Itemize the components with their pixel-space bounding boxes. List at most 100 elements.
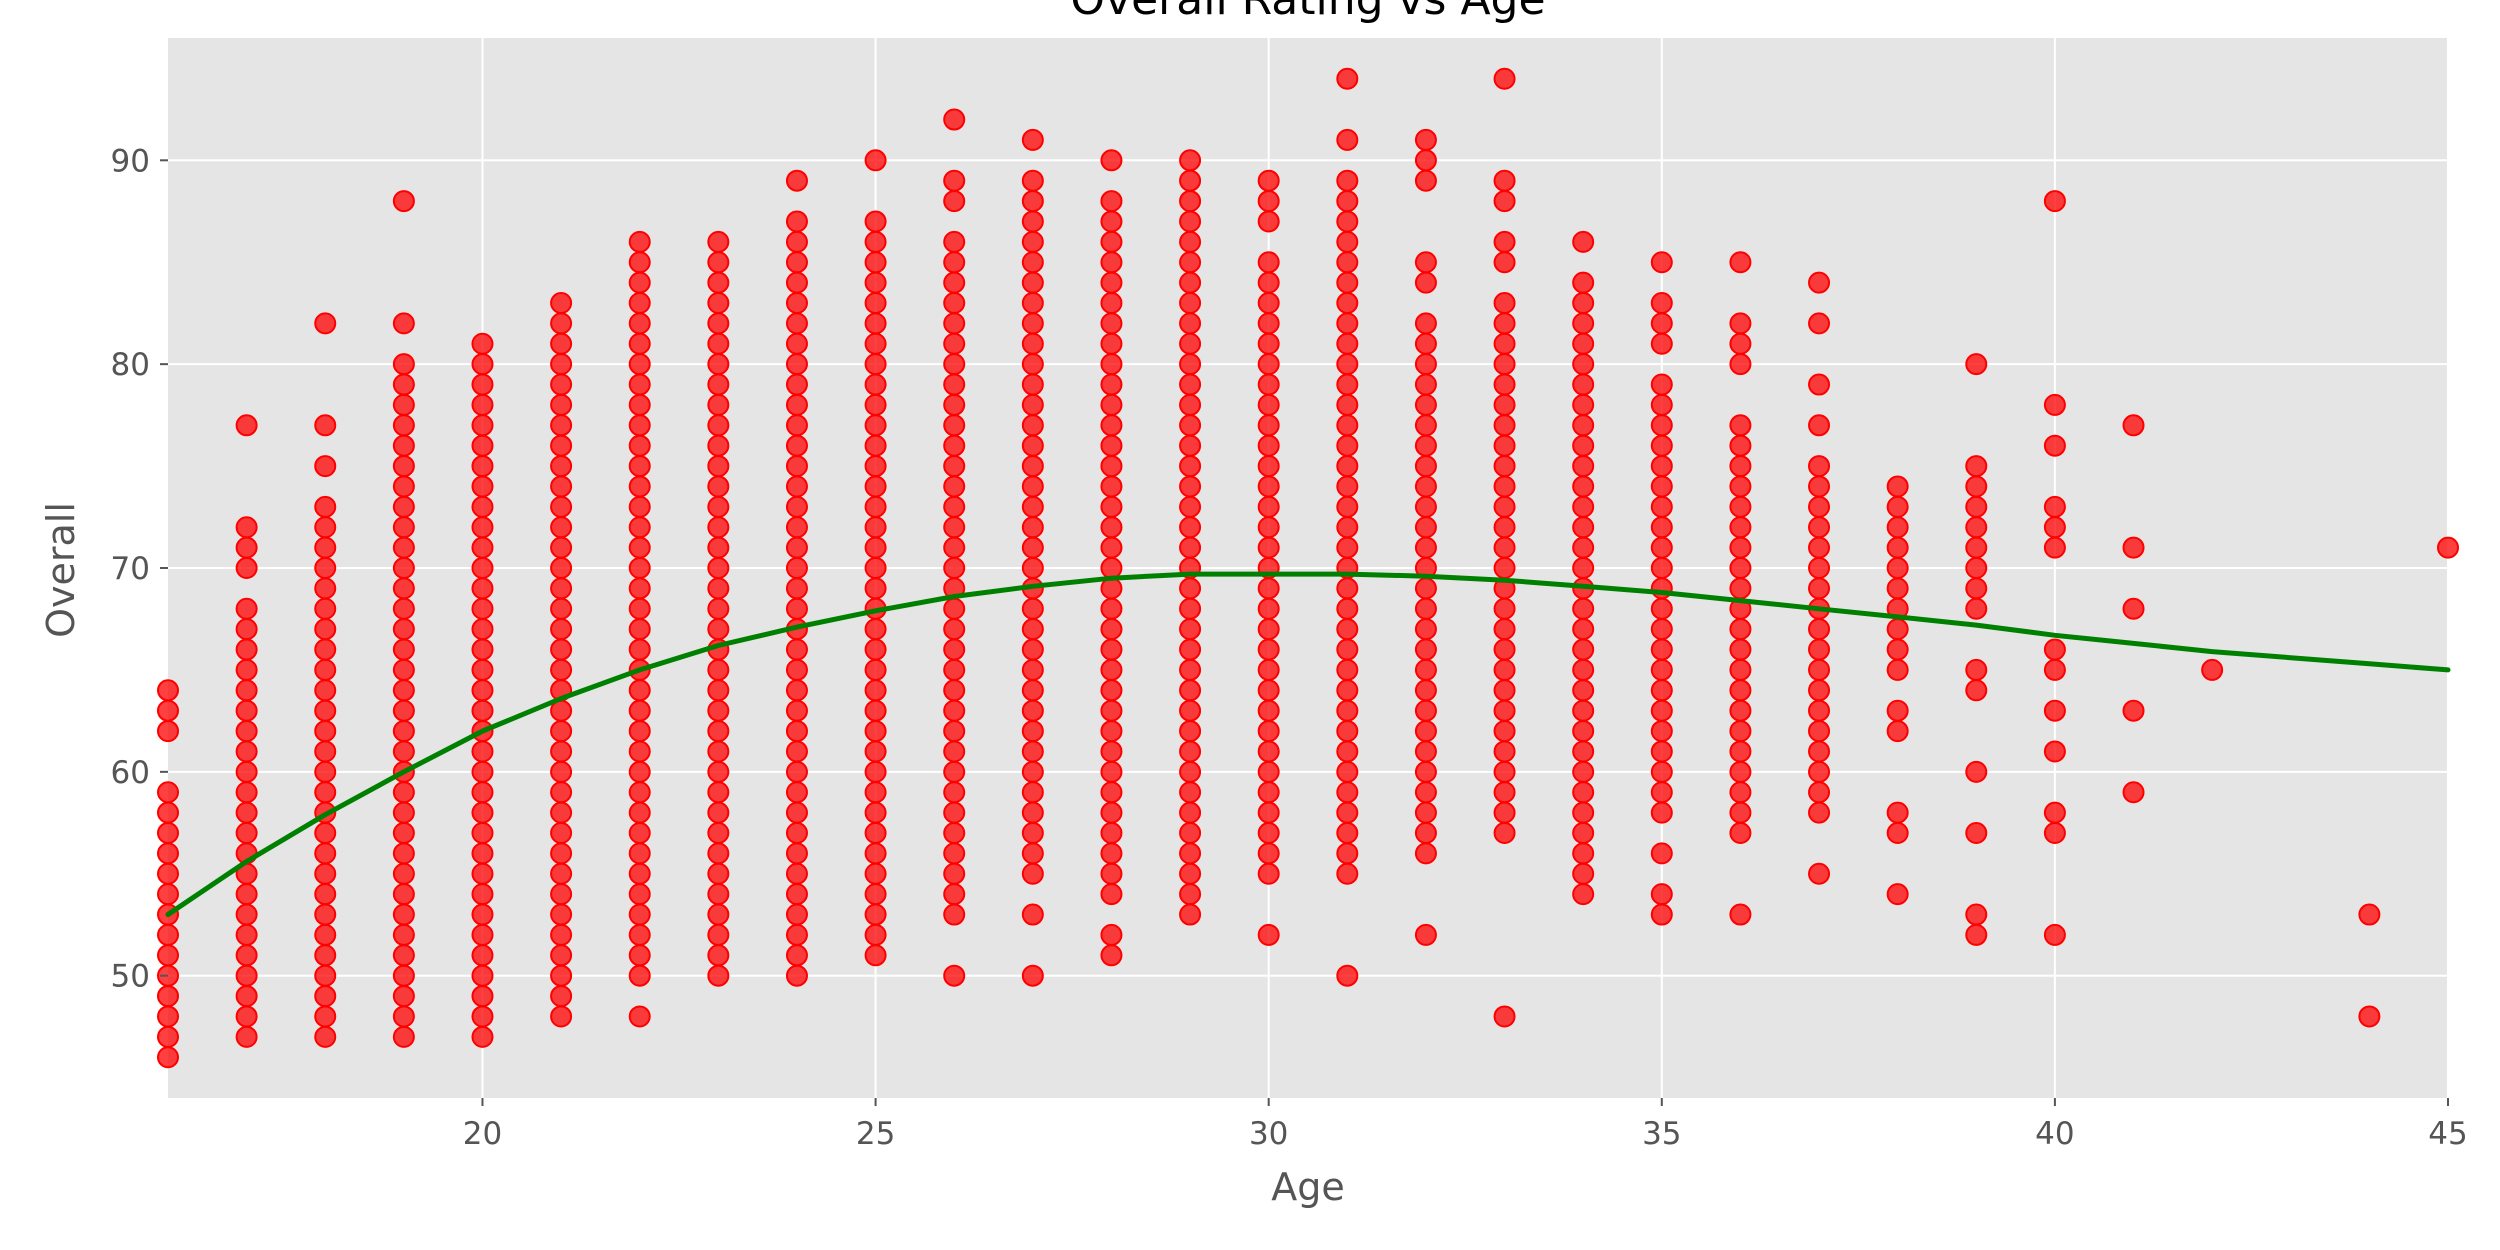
- scatter-point: [314, 903, 337, 926]
- scatter-point: [1886, 475, 1909, 498]
- scatter-point: [943, 883, 966, 906]
- scatter-point: [471, 373, 494, 396]
- scatter-point: [1493, 251, 1516, 274]
- scatter-point: [235, 720, 258, 743]
- scatter-point: [628, 740, 651, 763]
- scatter-point: [864, 414, 887, 437]
- scatter-point: [392, 801, 415, 824]
- scatter-point: [1886, 618, 1909, 641]
- scatter-point: [943, 658, 966, 681]
- scatter-point: [785, 760, 808, 783]
- scatter-point: [314, 679, 337, 702]
- scatter-point: [707, 434, 730, 457]
- scatter-point: [785, 679, 808, 702]
- scatter-point: [1650, 720, 1673, 743]
- scatter-point: [392, 638, 415, 661]
- scatter-point: [314, 720, 337, 743]
- scatter-point: [1021, 190, 1044, 213]
- scatter-point: [1886, 577, 1909, 600]
- scatter-point: [1414, 434, 1437, 457]
- scatter-point: [1414, 720, 1437, 743]
- scatter-point: [235, 557, 258, 579]
- scatter-point: [2043, 923, 2066, 946]
- scatter-point: [314, 985, 337, 1008]
- scatter-point: [1493, 67, 1516, 90]
- scatter-point: [1414, 373, 1437, 396]
- scatter-point: [864, 679, 887, 702]
- scatter-point: [235, 699, 258, 722]
- scatter-point: [235, 883, 258, 906]
- scatter-point: [314, 1025, 337, 1048]
- scatter-point: [707, 781, 730, 804]
- scatter-point: [628, 271, 651, 294]
- scatter-point: [1650, 516, 1673, 539]
- scatter-point: [314, 536, 337, 559]
- scatter-point: [1493, 597, 1516, 620]
- scatter-point: [1650, 475, 1673, 498]
- scatter-point: [2043, 699, 2066, 722]
- scatter-point: [1100, 353, 1123, 376]
- scatter-point: [864, 434, 887, 457]
- scatter-point: [392, 414, 415, 437]
- scatter-point: [943, 903, 966, 926]
- scatter-point: [1729, 638, 1752, 661]
- scatter-point: [2043, 822, 2066, 844]
- scatter-point: [235, 781, 258, 804]
- scatter-point: [628, 292, 651, 314]
- scatter-point: [1572, 373, 1595, 396]
- scatter-point: [707, 597, 730, 620]
- scatter-point: [1650, 760, 1673, 783]
- scatter-point: [1257, 577, 1280, 600]
- scatter-point: [628, 516, 651, 539]
- scatter-point: [1493, 373, 1516, 396]
- scatter-point: [1021, 862, 1044, 885]
- scatter-point: [471, 699, 494, 722]
- scatter-point: [1257, 251, 1280, 274]
- scatter-point: [1021, 516, 1044, 539]
- scatter-point: [1414, 699, 1437, 722]
- scatter-point: [471, 577, 494, 600]
- scatter-point: [1729, 516, 1752, 539]
- scatter-point: [314, 658, 337, 681]
- scatter-point: [1729, 822, 1752, 844]
- scatter-point: [943, 271, 966, 294]
- scatter-point: [1257, 434, 1280, 457]
- scatter-point: [1808, 699, 1831, 722]
- scatter-point: [1650, 740, 1673, 763]
- scatter-point: [943, 230, 966, 253]
- scatter-point: [314, 883, 337, 906]
- scatter-point: [1100, 516, 1123, 539]
- scatter-point: [628, 251, 651, 274]
- scatter-point: [1650, 434, 1673, 457]
- scatter-point: [2122, 597, 2145, 620]
- scatter-point: [392, 516, 415, 539]
- scatter-point: [1021, 128, 1044, 151]
- scatter-point: [392, 923, 415, 946]
- scatter-point: [1493, 638, 1516, 661]
- scatter-point: [785, 393, 808, 416]
- scatter-point: [707, 822, 730, 844]
- scatter-point: [943, 842, 966, 865]
- scatter-point: [785, 251, 808, 274]
- scatter-point: [1336, 353, 1359, 376]
- scatter-point: [943, 414, 966, 437]
- scatter-point: [943, 536, 966, 559]
- scatter-point: [628, 720, 651, 743]
- scatter-point: [864, 516, 887, 539]
- scatter-point: [1100, 862, 1123, 885]
- scatter-point: [785, 169, 808, 192]
- scatter-point: [1336, 128, 1359, 151]
- scatter-point: [707, 475, 730, 498]
- scatter-point: [1886, 699, 1909, 722]
- scatter-point: [550, 944, 573, 967]
- scatter-point: [550, 597, 573, 620]
- scatter-point: [1021, 312, 1044, 335]
- scatter-point: [1965, 455, 1988, 478]
- scatter-point: [157, 862, 179, 885]
- scatter-point: [864, 781, 887, 804]
- scatter-point: [157, 842, 179, 865]
- scatter-point: [785, 455, 808, 478]
- scatter-point: [550, 842, 573, 865]
- scatter-point: [471, 903, 494, 926]
- scatter-point: [943, 781, 966, 804]
